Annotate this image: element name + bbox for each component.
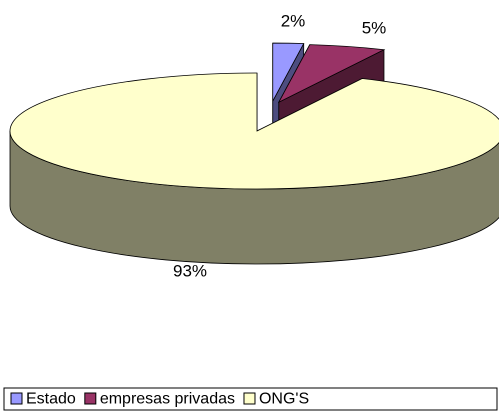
- slice-top: [277, 44, 386, 104]
- data-labels: 2% 5% 93%: [173, 11, 386, 280]
- slice-top: [9, 72, 499, 190]
- pie-slice: [9, 72, 499, 265]
- legend-swatch: [10, 392, 23, 405]
- legend-label: ONG'S: [259, 391, 309, 408]
- legend-label: empresas privadas: [100, 391, 235, 408]
- data-label: 93%: [173, 261, 207, 280]
- pie: [9, 42, 499, 265]
- legend: Estado empresas privadas ONG'S: [10, 391, 309, 408]
- legend-swatch: [84, 392, 97, 405]
- legend-swatch: [243, 392, 256, 405]
- data-label: 5%: [362, 18, 387, 37]
- legend-label: Estado: [26, 391, 76, 408]
- slice-top: [272, 42, 305, 102]
- data-label: 2%: [281, 11, 306, 30]
